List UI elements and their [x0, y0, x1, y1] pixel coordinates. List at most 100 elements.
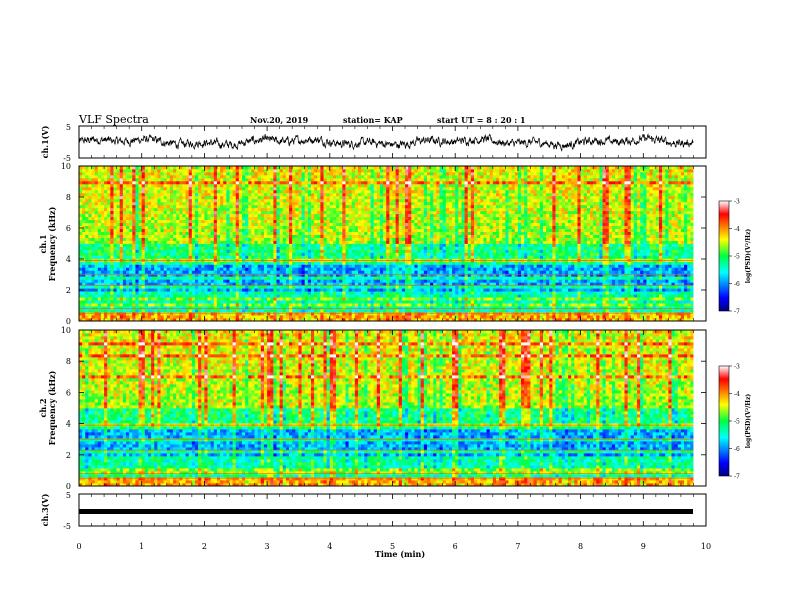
spectrogram-cell [248, 216, 252, 221]
spectrogram-cell [182, 267, 186, 271]
spectrogram-cell [141, 189, 146, 194]
spectrogram-cell [157, 297, 161, 301]
spectrogram-cell [348, 300, 353, 304]
spectrogram-cell [216, 168, 221, 173]
spectrogram-cell [88, 216, 92, 221]
spectrogram-cell [339, 270, 343, 274]
spectrogram-cell [126, 267, 130, 271]
spectrogram-cell [336, 207, 340, 212]
spectrogram-cell [129, 264, 133, 268]
spectrogram-cell [317, 195, 321, 200]
spectrogram-cell [141, 183, 146, 188]
spectrogram-cell [242, 174, 246, 179]
spectrogram-cell [210, 166, 215, 170]
spectrogram-cell [176, 309, 180, 313]
spectrogram-cell [298, 180, 302, 185]
spectrogram-cell [282, 291, 287, 295]
spectrogram-cell [163, 216, 168, 221]
spectrogram-cell [329, 225, 334, 229]
spectrogram-cell [229, 288, 234, 292]
spectrogram-cell [270, 285, 274, 289]
spectrogram-cell [345, 303, 350, 307]
spectrogram-cell [188, 231, 193, 235]
spectrogram-cell [245, 201, 249, 206]
spectrogram-cell [342, 195, 346, 200]
spectrogram-cell [229, 237, 234, 241]
spectrogram-cell [97, 318, 102, 322]
spectrogram-cell [342, 252, 346, 256]
spectrogram-cell [342, 207, 346, 212]
spectrogram-cell [220, 222, 224, 227]
spectrogram-cell [185, 237, 190, 241]
spectrogram-cell [289, 318, 293, 322]
spectrogram-cell [245, 183, 249, 188]
spectrogram-cell [289, 291, 293, 295]
spectrogram-cell [94, 210, 99, 215]
spectrogram-cell [138, 291, 143, 295]
spectrogram-cell [141, 198, 146, 203]
spectrogram-cell [88, 312, 92, 316]
spectrogram-cell [135, 288, 139, 292]
spectrogram-cell [163, 183, 168, 188]
spectrogram-cell [169, 294, 174, 298]
spectrogram-cell [179, 198, 183, 203]
spectrogram-cell [185, 234, 190, 238]
spectrogram-cell [207, 264, 212, 268]
spectrogram-cell [367, 213, 371, 218]
spectrogram-cell [314, 228, 318, 232]
spectrogram-cell [263, 222, 268, 227]
spectrogram-cell [260, 168, 265, 173]
spectrogram-cell [310, 228, 315, 232]
spectrogram-cell [119, 192, 124, 197]
spectrogram-cell [348, 189, 353, 194]
spectrogram-cell [122, 300, 127, 304]
spectrogram-cell [179, 273, 183, 277]
spectrogram-cell [204, 285, 208, 289]
spectrogram-cell [91, 309, 96, 313]
spectrogram-cell [157, 240, 161, 244]
spectrogram-cell [267, 258, 271, 262]
spectrogram-cell [141, 177, 146, 182]
spectrogram-cell [323, 243, 328, 247]
spectrogram-cell [295, 171, 299, 176]
spectrogram-cell [232, 219, 237, 224]
spectrogram-cell [119, 270, 124, 274]
spectrogram-cell [276, 183, 281, 188]
spectrogram-cell [126, 228, 130, 232]
spectrogram-cell [107, 249, 111, 253]
spectrogram-cell [210, 207, 215, 212]
spectrogram-cell [323, 282, 328, 286]
spectrogram-cell [242, 312, 246, 316]
spectrogram-cell [207, 186, 212, 191]
spectrogram-cell [263, 249, 268, 253]
spectrogram-cell [188, 264, 193, 268]
spectrogram-cell [285, 285, 290, 289]
spectrogram-cell [104, 270, 108, 274]
spectrogram-cell [179, 306, 183, 310]
spectrogram-cell [88, 297, 92, 301]
spectrogram-cell [323, 198, 328, 203]
spectrogram-cell [298, 222, 302, 227]
spectrogram-cell [339, 171, 343, 176]
spectrogram-cell [358, 276, 362, 280]
spectrogram-cell [173, 240, 177, 244]
spectrogram-cell [113, 285, 118, 289]
spectrogram-cell [282, 252, 287, 256]
spectrogram-cell [119, 297, 124, 301]
spectrogram-cell [267, 294, 271, 298]
spectrogram-cell [348, 303, 353, 307]
spectrogram-cell [229, 177, 234, 182]
spectrogram-cell [317, 318, 321, 322]
spectrogram-cell [185, 285, 190, 289]
spectrogram-cell [88, 168, 92, 173]
spectrogram-cell [191, 192, 196, 197]
spectrogram-cell [207, 315, 212, 319]
spectrogram-cell [314, 282, 318, 286]
spectrogram-cell [113, 288, 118, 292]
spectrogram-cell [270, 273, 274, 277]
spectrogram-cell [298, 288, 302, 292]
spectrogram-cell [345, 186, 350, 191]
spectrogram-cell [213, 267, 218, 271]
spectrogram-cell [147, 267, 152, 271]
spectrogram-cell [160, 213, 165, 218]
